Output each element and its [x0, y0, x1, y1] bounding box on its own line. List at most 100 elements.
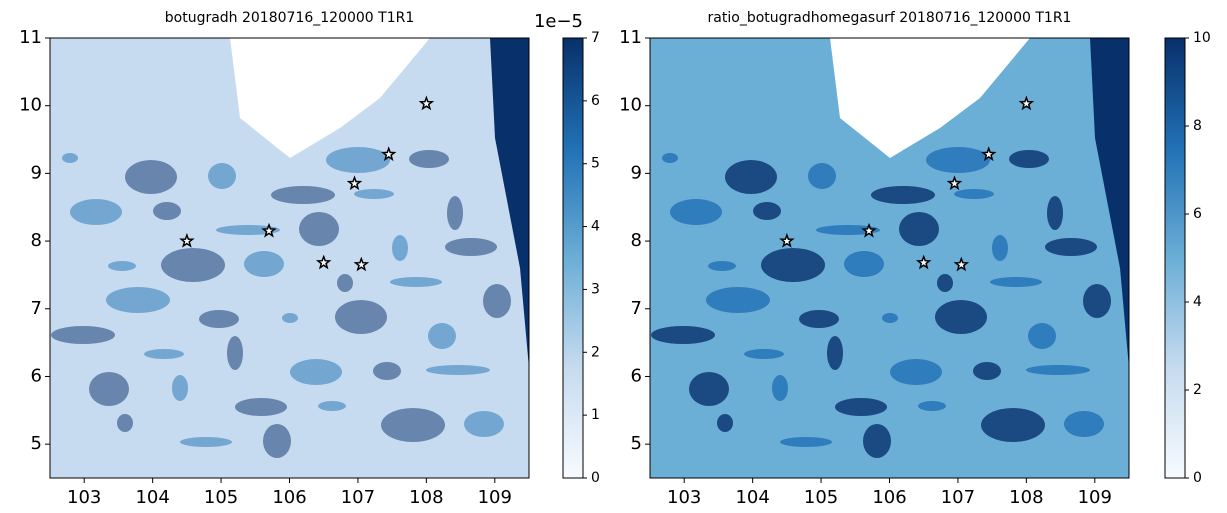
- cb-tick-label: 6: [591, 93, 600, 109]
- cb-tick-label: 2: [591, 344, 600, 360]
- blob: [827, 336, 843, 370]
- blob: [180, 437, 232, 447]
- x-tick-label: 108: [409, 487, 443, 508]
- blob: [1047, 196, 1063, 230]
- blob: [290, 359, 342, 385]
- y-tick-label: 6: [31, 365, 42, 386]
- blob: [208, 163, 236, 189]
- blob: [717, 414, 733, 432]
- y-tick-label: 5: [31, 433, 42, 454]
- blob: [954, 189, 994, 199]
- cb-tick-label: 7: [591, 30, 600, 46]
- blob: [937, 274, 953, 292]
- blob: [708, 261, 736, 271]
- cb-offset: 1e−5: [534, 11, 583, 32]
- y-tick-label: 6: [631, 365, 642, 386]
- blob: [981, 408, 1045, 442]
- cb-tick-label: 4: [1193, 294, 1202, 310]
- blob: [153, 202, 181, 220]
- blob: [161, 248, 225, 282]
- blob: [935, 300, 987, 334]
- cb-tick-label: 8: [1193, 118, 1202, 134]
- x-tick-label: 109: [1078, 487, 1112, 508]
- blob: [62, 153, 78, 163]
- y-tick-label: 11: [19, 27, 42, 48]
- blob: [744, 349, 784, 359]
- cb-tick-label: 2: [1193, 382, 1202, 398]
- blob: [483, 284, 511, 318]
- blob: [890, 359, 942, 385]
- y-tick-label: 10: [19, 95, 42, 116]
- blob: [390, 277, 442, 287]
- blob: [227, 336, 243, 370]
- blob: [808, 163, 836, 189]
- x-tick-label: 106: [872, 487, 906, 508]
- blob: [780, 437, 832, 447]
- blob: [706, 287, 770, 313]
- title: ratio_botugradhomegasurf 20180716_120000…: [708, 10, 1072, 26]
- blob: [125, 160, 177, 194]
- blob: [426, 365, 490, 375]
- blob: [117, 414, 133, 432]
- blob: [335, 300, 387, 334]
- x-tick-label: 108: [1009, 487, 1043, 508]
- cb-tick-label: 1: [591, 407, 600, 423]
- y-tick-label: 7: [631, 298, 642, 319]
- colorbar: [563, 38, 583, 478]
- blob: [326, 147, 390, 173]
- x-tick-label: 106: [272, 487, 306, 508]
- blob: [392, 235, 408, 261]
- blob: [70, 199, 122, 225]
- blob: [373, 362, 401, 380]
- y-tick-label: 5: [631, 433, 642, 454]
- blob: [725, 160, 777, 194]
- blob: [199, 310, 239, 328]
- x-tick-label: 104: [735, 487, 769, 508]
- blob: [447, 196, 463, 230]
- blob: [1028, 323, 1056, 349]
- cb-tick-label: 10: [1193, 30, 1211, 46]
- blob: [337, 274, 353, 292]
- blob: [428, 323, 456, 349]
- blob: [863, 424, 891, 458]
- blob: [354, 189, 394, 199]
- blob: [844, 251, 884, 277]
- blob: [1045, 238, 1097, 256]
- blob: [1083, 284, 1111, 318]
- blob: [106, 287, 170, 313]
- field: [650, 38, 1129, 478]
- y-tick-label: 8: [31, 230, 42, 251]
- blob: [662, 153, 678, 163]
- blob: [899, 212, 939, 246]
- blob: [51, 326, 115, 344]
- blob: [409, 150, 449, 168]
- figure: botugradh 20180716_120000 T1R11031041051…: [0, 0, 1227, 513]
- x-tick-label: 107: [941, 487, 975, 508]
- blob: [990, 277, 1042, 287]
- x-tick-label: 107: [341, 487, 375, 508]
- blob: [464, 411, 504, 437]
- blob: [689, 372, 729, 406]
- title: botugradh 20180716_120000 T1R1: [165, 10, 415, 26]
- blob: [172, 375, 188, 401]
- blob: [144, 349, 184, 359]
- blob: [271, 186, 335, 204]
- blob: [282, 313, 298, 323]
- field: [50, 38, 529, 478]
- y-tick-label: 9: [631, 162, 642, 183]
- blob: [651, 326, 715, 344]
- blob: [299, 212, 339, 246]
- blob: [263, 424, 291, 458]
- cb-tick-label: 5: [591, 156, 600, 172]
- colorbar: [1165, 38, 1185, 478]
- blob: [89, 372, 129, 406]
- blob: [244, 251, 284, 277]
- blob: [318, 401, 346, 411]
- x-tick-label: 103: [67, 487, 101, 508]
- cb-tick-label: 4: [591, 219, 600, 235]
- blob: [235, 398, 287, 416]
- blob: [992, 235, 1008, 261]
- blob: [882, 313, 898, 323]
- blob: [381, 408, 445, 442]
- blob: [670, 199, 722, 225]
